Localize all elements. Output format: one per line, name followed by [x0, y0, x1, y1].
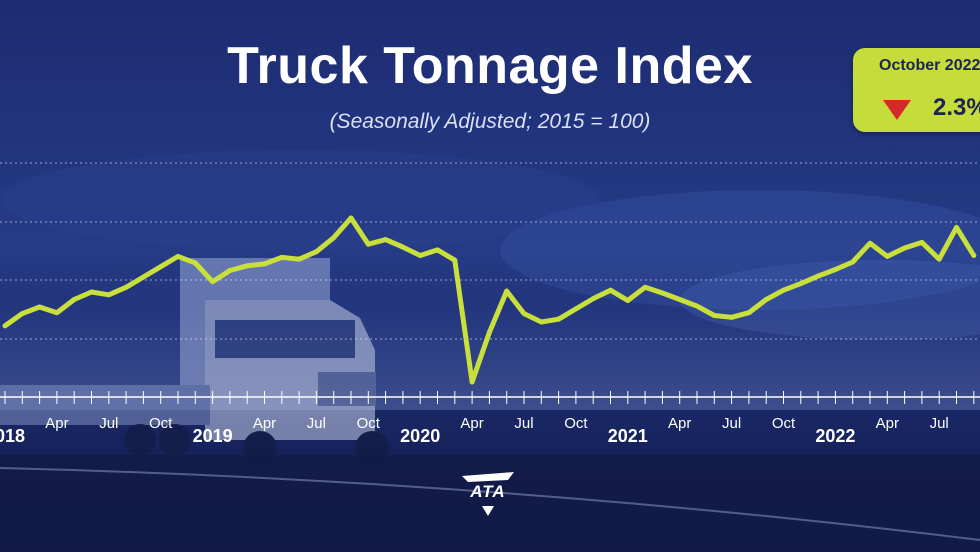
data-point — [279, 255, 285, 260]
badge-change-value: 2.3% — [933, 94, 980, 121]
data-point — [573, 306, 579, 312]
data-point — [106, 292, 112, 298]
x-tick-label: Apr — [460, 415, 483, 432]
data-point — [227, 268, 233, 273]
data-point — [469, 379, 475, 385]
data-point — [642, 284, 648, 290]
ata-logo-text: ATA — [470, 482, 506, 501]
gridlines — [0, 162, 980, 340]
data-point — [71, 297, 77, 302]
data-point — [175, 254, 181, 259]
chart-title: Truck Tonnage Index — [227, 37, 753, 95]
x-tick-label: Oct — [357, 415, 381, 432]
data-point — [521, 311, 527, 316]
x-tick-label: Oct — [149, 415, 173, 432]
data-point — [919, 240, 925, 245]
data-point — [365, 241, 371, 247]
x-tick-label: 2019 — [193, 426, 233, 446]
x-tick-label: Apr — [668, 415, 691, 432]
data-point — [608, 287, 613, 293]
x-axis — [0, 391, 980, 404]
data-point — [936, 256, 942, 262]
x-tick-label: Jul — [930, 415, 949, 432]
truck-silhouette — [0, 258, 389, 465]
data-point — [867, 240, 873, 246]
x-tick-label: 2020 — [400, 426, 440, 446]
x-tick-label: 2021 — [608, 426, 648, 446]
x-tick-label: Jul — [307, 415, 326, 432]
data-point — [746, 310, 752, 316]
x-tick-label: Apr — [253, 415, 276, 432]
x-tick-label: Apr — [876, 415, 899, 432]
data-point — [158, 264, 164, 270]
data-point — [192, 260, 198, 266]
data-point — [435, 247, 440, 253]
x-tick-label: Apr — [45, 415, 68, 432]
x-tick-label: 2018 — [0, 426, 25, 446]
data-point — [556, 316, 561, 322]
data-point — [89, 289, 94, 295]
data-point — [971, 253, 977, 258]
data-point — [296, 256, 302, 262]
data-point — [19, 311, 25, 316]
data-point — [2, 323, 8, 329]
data-point — [850, 259, 856, 265]
data-point — [452, 257, 458, 263]
data-point — [902, 245, 907, 251]
data-point — [417, 253, 423, 258]
data-point — [625, 298, 631, 303]
series-group — [2, 215, 977, 385]
data-point — [729, 314, 734, 320]
data-point — [798, 281, 804, 286]
data-point — [954, 225, 959, 230]
data-point — [348, 215, 354, 221]
x-tick-label: Oct — [772, 415, 796, 432]
data-point — [833, 267, 838, 272]
data-point — [244, 263, 250, 269]
data-point — [660, 290, 665, 296]
data-point — [538, 319, 544, 325]
x-tick-labels: 2018 Apr Jul Oct 2019 Apr Jul Oct 2020 Apr Jul Oct 2… — [0, 415, 949, 446]
data-point — [884, 254, 890, 259]
background-scene — [0, 150, 980, 552]
data-point — [711, 313, 717, 318]
data-point — [677, 297, 683, 302]
down-arrow-icon — [883, 100, 911, 120]
data-point — [314, 249, 319, 255]
data-point — [694, 303, 700, 309]
data-point — [141, 274, 146, 280]
data-point — [400, 244, 406, 250]
ata-logo-mark — [462, 472, 514, 516]
data-point — [383, 237, 388, 243]
data-point — [331, 235, 337, 241]
data-point — [262, 261, 267, 267]
ata-logo: ATA — [458, 468, 518, 518]
data-point — [763, 297, 769, 302]
data-point — [504, 288, 510, 294]
x-tick-label: Oct — [564, 415, 588, 432]
x-tick-label: Jul — [514, 415, 533, 432]
chart-subtitle: (Seasonally Adjusted; 2015 = 100) — [329, 110, 651, 133]
data-point — [487, 329, 492, 335]
data-point — [123, 284, 129, 290]
data-point — [781, 287, 786, 293]
data-point — [590, 296, 596, 301]
data-point — [815, 273, 821, 279]
x-tick-label: Jul — [722, 415, 741, 432]
change-badge: October 2022 2.3% — [853, 48, 980, 132]
data-point — [54, 310, 60, 316]
badge-month: October 2022 — [879, 57, 980, 74]
data-point — [210, 279, 216, 285]
x-tick-label: Jul — [99, 415, 118, 432]
data-point — [37, 304, 42, 310]
x-tick-label: 2022 — [815, 426, 855, 446]
